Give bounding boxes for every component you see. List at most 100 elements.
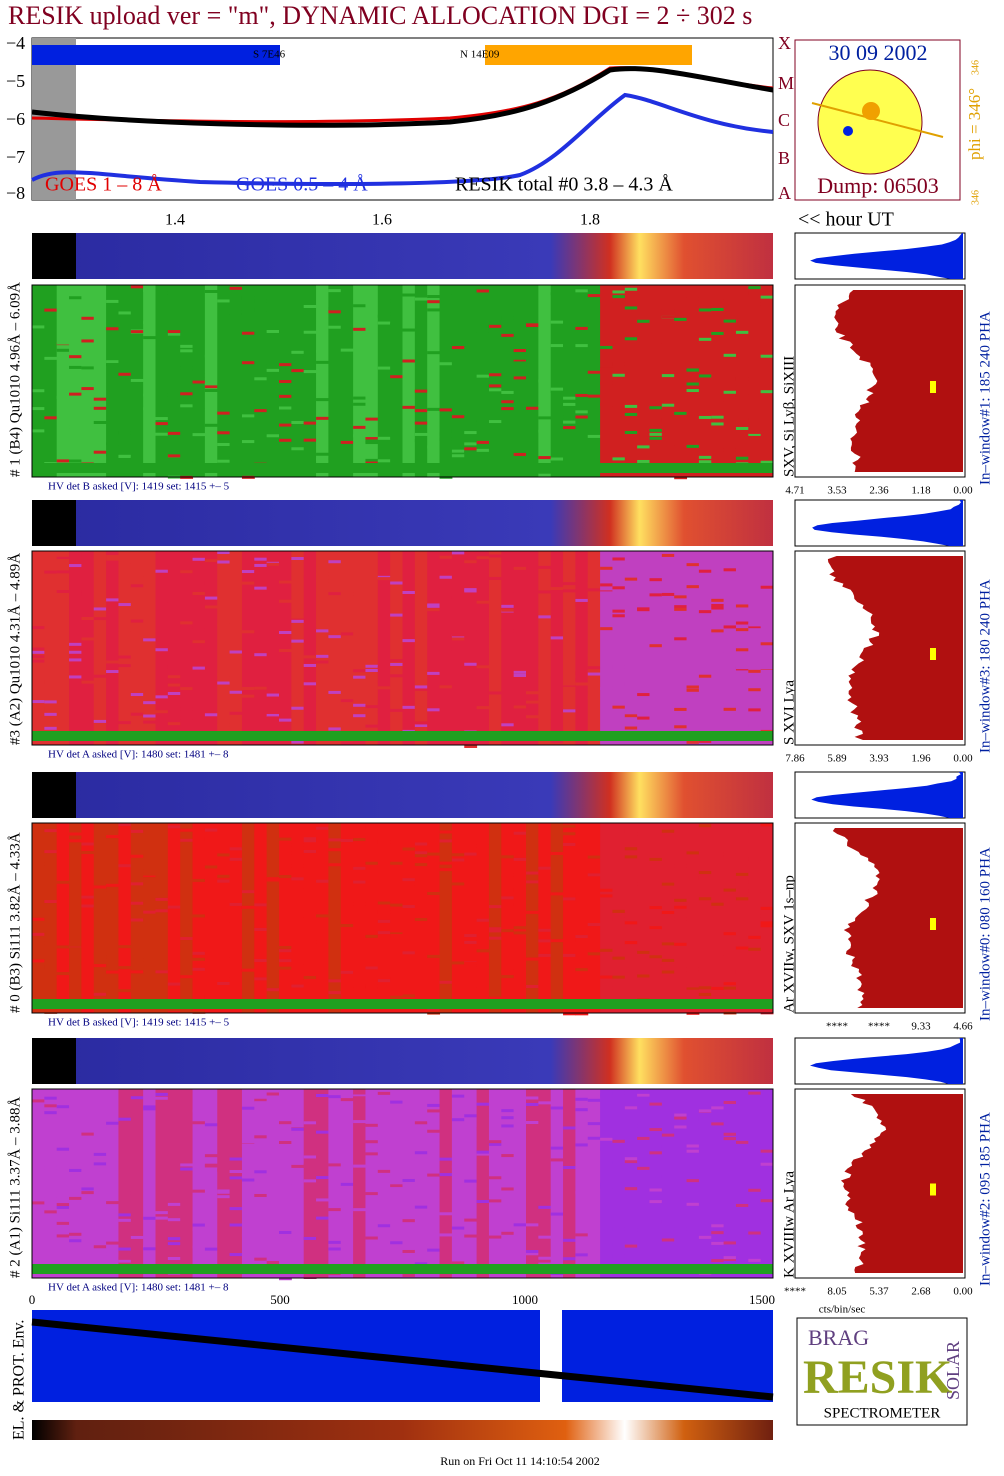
cell <box>476 1150 490 1154</box>
cell <box>674 607 688 611</box>
cell <box>451 415 465 419</box>
cell <box>279 558 292 562</box>
cell <box>241 296 255 300</box>
cell <box>32 941 45 945</box>
cell <box>204 1123 218 1127</box>
cell <box>241 361 255 365</box>
cell <box>451 882 465 886</box>
cell <box>513 314 527 318</box>
hist-tick-label: 1.18 <box>911 485 931 497</box>
cell <box>44 551 58 745</box>
cell <box>44 707 58 711</box>
cell <box>390 995 403 999</box>
cell <box>143 1107 156 1111</box>
cell <box>44 1104 58 1108</box>
cell <box>180 1167 194 1171</box>
cell <box>377 666 391 670</box>
cell <box>587 301 601 305</box>
cell <box>303 330 317 334</box>
cell <box>649 1102 663 1106</box>
cell <box>711 986 725 990</box>
class-labels: X M C B A <box>778 33 794 203</box>
cell <box>711 422 725 426</box>
cell <box>587 581 601 585</box>
cell <box>612 1139 626 1143</box>
cell <box>451 449 465 453</box>
cell <box>624 1244 638 1248</box>
cell <box>575 1012 589 1016</box>
cell <box>303 1275 317 1279</box>
cell <box>760 1089 774 1278</box>
cell <box>402 1273 416 1277</box>
cell <box>266 364 280 368</box>
cell <box>600 566 613 570</box>
cell <box>81 1122 95 1126</box>
cell <box>451 1118 465 1122</box>
cell <box>427 308 441 312</box>
cell <box>44 1166 58 1170</box>
cell <box>241 551 255 745</box>
cell <box>711 995 725 999</box>
frame <box>31 284 774 478</box>
cell <box>439 285 453 477</box>
hist-small <box>809 1038 963 1084</box>
cell <box>204 1089 218 1278</box>
cell <box>254 377 268 381</box>
cell <box>698 610 712 614</box>
cell <box>217 879 231 883</box>
cell <box>612 586 626 590</box>
cell <box>291 421 305 425</box>
cell <box>204 596 218 600</box>
cell <box>93 719 107 723</box>
cell <box>624 711 638 715</box>
cell <box>353 434 366 438</box>
cell <box>624 847 638 851</box>
cell <box>155 1096 169 1100</box>
y-tick-label: −7 <box>6 147 25 167</box>
cell <box>600 888 613 892</box>
cell <box>649 406 663 410</box>
cell <box>698 374 712 378</box>
cell <box>526 984 539 988</box>
cell <box>44 570 58 574</box>
cell <box>649 428 663 432</box>
cell <box>217 681 231 685</box>
cell <box>143 285 156 477</box>
cell <box>118 1256 132 1260</box>
cell <box>464 417 478 421</box>
cell <box>44 1111 58 1115</box>
cell <box>649 1128 663 1132</box>
cell <box>563 415 576 419</box>
cell <box>402 994 416 998</box>
cell <box>760 642 774 646</box>
cell <box>303 839 317 843</box>
cell <box>118 823 132 1013</box>
cell <box>735 1140 749 1144</box>
cell <box>711 1122 725 1126</box>
cell <box>106 1207 119 1211</box>
cell <box>538 1235 552 1239</box>
cell <box>217 431 231 435</box>
cell <box>563 1166 576 1170</box>
cell <box>526 910 539 914</box>
hist-large <box>840 1094 963 1273</box>
cell <box>328 863 342 867</box>
panel-label: #3 (A2) Qu1010 4.31Å – 4.89Å <box>7 553 23 745</box>
cell <box>538 719 552 723</box>
marker <box>843 126 853 136</box>
cell <box>316 660 329 664</box>
cell <box>217 459 231 463</box>
cell <box>353 1120 366 1124</box>
cell <box>513 1255 527 1259</box>
cell <box>649 578 663 582</box>
cell <box>254 1101 268 1105</box>
cell <box>513 701 527 705</box>
cell <box>143 701 156 705</box>
cell <box>353 987 366 991</box>
cell <box>501 896 515 900</box>
cell <box>711 1231 725 1235</box>
cell <box>32 285 45 477</box>
cell <box>563 1012 576 1016</box>
class-label: A <box>778 183 791 203</box>
x-tick-label: 0 <box>29 1292 36 1307</box>
